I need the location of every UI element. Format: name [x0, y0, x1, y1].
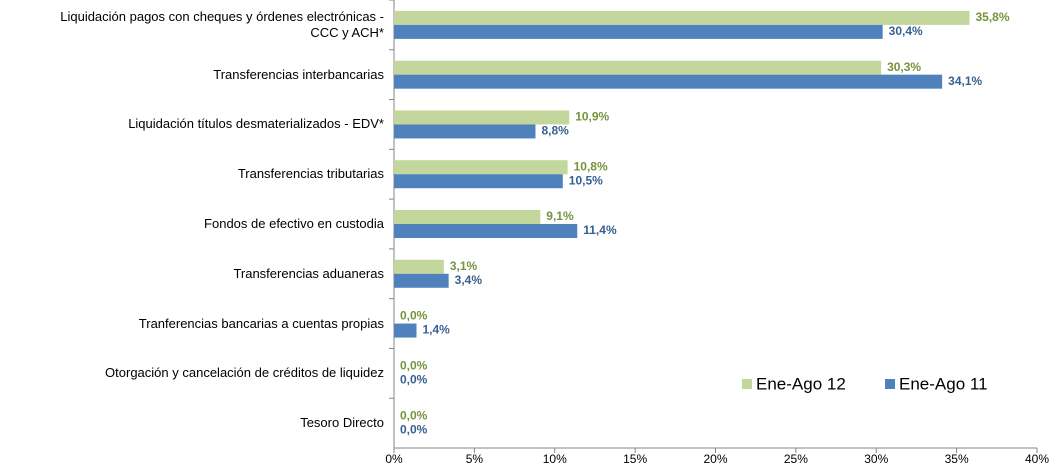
value-label: 10,9%	[575, 110, 609, 124]
value-label: 9,1%	[546, 209, 574, 223]
bar	[394, 10, 970, 25]
value-label: 30,4%	[889, 24, 923, 38]
bar	[394, 323, 417, 338]
x-tick-label: 30%	[864, 452, 888, 466]
value-label: 0,0%	[400, 359, 428, 373]
value-label: 10,8%	[574, 159, 608, 173]
value-label: 0,0%	[400, 408, 428, 422]
legend-swatch	[742, 379, 752, 389]
legend-label: Ene-Ago 12	[756, 374, 846, 393]
bar	[394, 259, 444, 274]
value-label: 30,3%	[887, 60, 921, 74]
value-label: 1,4%	[423, 323, 451, 337]
x-tick-label: 15%	[623, 452, 647, 466]
category-label: Tranferencias bancarias a cuentas propia…	[138, 315, 384, 331]
category-label: Liquidación títulos desmaterializados - …	[128, 116, 384, 132]
category-label: Transferencias interbancarias	[213, 66, 384, 82]
bar	[394, 74, 943, 89]
x-tick-label: 35%	[945, 452, 969, 466]
bar	[394, 110, 570, 125]
legend-label: Ene-Ago 11	[899, 374, 988, 393]
bar	[394, 124, 536, 139]
x-tick-label: 25%	[784, 452, 808, 466]
value-label: 0,0%	[400, 309, 428, 323]
value-label: 8,8%	[541, 124, 569, 138]
x-tick-label: 40%	[1025, 452, 1049, 466]
bar	[394, 60, 882, 75]
legend-swatch	[885, 379, 895, 389]
category-label: Transferencias aduaneras	[233, 265, 384, 281]
value-label: 3,4%	[455, 273, 483, 287]
x-tick-label: 5%	[466, 452, 484, 466]
bar	[394, 273, 449, 288]
bar	[394, 24, 883, 39]
x-tick-label: 10%	[543, 452, 567, 466]
category-label: Otorgación y cancelación de créditos de …	[105, 365, 384, 381]
bar	[394, 174, 563, 189]
bar	[394, 160, 568, 175]
category-label: Transferencias tributarias	[237, 166, 384, 182]
category-label: Liquidación pagos con cheques y órdenes …	[60, 8, 384, 40]
value-label: 11,4%	[583, 223, 617, 237]
bar	[394, 210, 541, 224]
category-label: Fondos de efectivo en custodia	[204, 216, 384, 231]
x-tick-label: 20%	[703, 452, 727, 466]
x-tick-label: 0%	[385, 452, 403, 466]
value-label: 34,1%	[948, 74, 982, 88]
value-label: 10,5%	[569, 173, 603, 187]
bar	[394, 224, 578, 238]
value-label: 35,8%	[975, 10, 1009, 24]
value-label: 0,0%	[400, 422, 428, 436]
value-label: 0,0%	[400, 373, 428, 387]
category-label: Tesoro Directo	[300, 415, 384, 431]
value-label: 3,1%	[450, 259, 478, 273]
